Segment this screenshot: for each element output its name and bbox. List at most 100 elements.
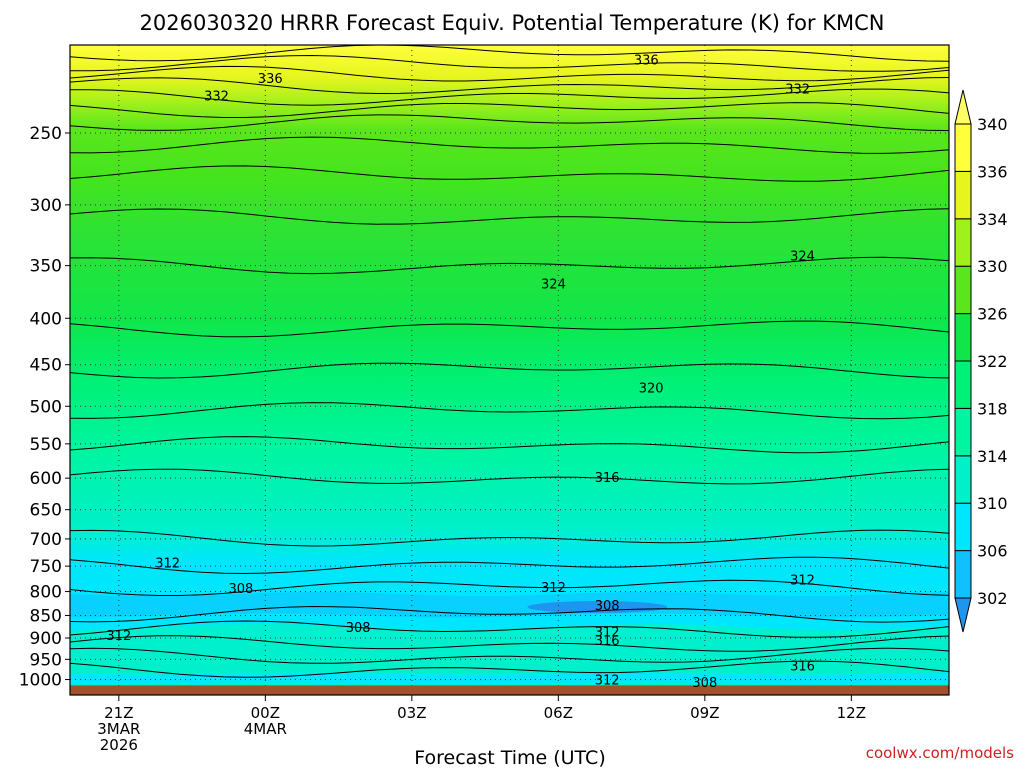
contour-label-12: 308 <box>595 599 620 614</box>
band-306 <box>70 592 949 618</box>
colorbar-box-9 <box>954 170 972 220</box>
x-tick-label-12-0: 09Z <box>690 704 719 722</box>
ground-surface <box>70 685 949 695</box>
contour-line-15 <box>70 468 949 485</box>
contour-line-3 <box>70 77 949 95</box>
colorbar-box-5 <box>954 360 972 409</box>
colorbar-label-334: 334 <box>977 210 1008 229</box>
contour-line-18 <box>70 579 949 596</box>
band-310-surface <box>70 672 949 685</box>
y-tick-label-300: 300 <box>30 196 62 216</box>
contour-label-17: 316 <box>790 660 815 675</box>
y-tick-label-650: 650 <box>30 501 62 521</box>
contour-line-0 <box>70 45 949 62</box>
contour-line-11 <box>70 320 949 338</box>
colorbar-label-306: 306 <box>977 542 1008 561</box>
contour-line-20 <box>70 620 949 638</box>
contour-label-11: 308 <box>229 582 254 597</box>
contour-label-16: 316 <box>595 634 620 649</box>
y-tick-label-600: 600 <box>30 469 62 489</box>
plot-frame <box>69 44 950 696</box>
y-tick-label-900: 900 <box>30 629 62 649</box>
x-tick-label-0-0: 21Z <box>104 704 133 722</box>
y-tick-label-450: 450 <box>30 356 62 376</box>
colorbar-box-10 <box>954 123 972 172</box>
colorbar-box-8 <box>954 218 972 267</box>
x-tick-label-6-0: 03Z <box>397 704 426 722</box>
contour-line-22 <box>70 647 949 664</box>
contour-label-3: 332 <box>785 83 810 98</box>
contour-label-8: 312 <box>155 556 180 571</box>
contour-lines <box>70 45 949 678</box>
y-tick-label-350: 350 <box>30 257 62 277</box>
colorbar-label-326: 326 <box>977 305 1008 324</box>
contour-label-1: 336 <box>634 53 659 68</box>
x-tick-label-9-0: 06Z <box>544 704 573 722</box>
colorbar-bottom-arrow <box>954 597 972 633</box>
contour-line-9 <box>70 208 949 225</box>
y-axis-ticks: 250 300 350 400 450 500 550 600 650 700 750 800 850 9… <box>19 124 70 691</box>
contour-line-21 <box>70 635 949 652</box>
contour-line-4 <box>70 88 949 106</box>
contour-line-17 <box>70 556 949 575</box>
chart-title: 2026030320 HRRR Forecast Equiv. Potentia… <box>140 11 885 35</box>
x-tick-label-3-1: 4MAR <box>244 720 287 738</box>
x-tick-label-15-0: 12Z <box>837 704 866 722</box>
contour-line-16 <box>70 529 949 547</box>
contour-label-13: 308 <box>346 621 371 636</box>
x-tick-label-3-0: 00Z <box>251 704 280 722</box>
colorbar: 302 306 310 314 318 322 326 330 334 336 340 <box>954 89 1008 633</box>
y-tick-label-950: 950 <box>30 650 62 670</box>
colorbar-label-322: 322 <box>977 352 1008 371</box>
colorbar-label-318: 318 <box>977 399 1008 418</box>
contour-label-7: 316 <box>595 471 620 486</box>
contour-label-10: 312 <box>790 574 815 589</box>
y-tick-label-500: 500 <box>30 397 62 417</box>
contour-label-15: 312 <box>595 626 620 641</box>
contour-line-13 <box>70 402 949 420</box>
contour-label-0: 336 <box>258 72 283 87</box>
contour-line-8 <box>70 165 949 182</box>
contour-line-1 <box>70 54 949 72</box>
contour-label-4: 324 <box>541 277 566 292</box>
contour-label-5: 324 <box>790 250 815 265</box>
contour-label-9: 312 <box>541 581 566 596</box>
y-tick-label-400: 400 <box>30 309 62 329</box>
colorbar-label-310: 310 <box>977 494 1008 513</box>
colorbar-label-336: 336 <box>977 162 1008 181</box>
colorbar-box-3 <box>954 455 972 504</box>
contour-line-23 <box>70 660 949 678</box>
colorbar-box-4 <box>954 407 972 457</box>
contour-line-5 <box>70 102 949 118</box>
colorbar-box-7 <box>954 265 972 315</box>
contour-line-10 <box>70 256 949 275</box>
contour-line-2 <box>70 65 949 82</box>
y-tick-label-850: 850 <box>30 606 62 626</box>
colorbar-box-2 <box>954 502 972 552</box>
contour-label-18: 312 <box>595 674 620 689</box>
y-tick-label-700: 700 <box>30 530 62 550</box>
colorbar-label-340: 340 <box>977 115 1008 134</box>
colorbar-top-arrow <box>954 89 972 125</box>
contour-label-14: 312 <box>106 629 131 644</box>
colorbar-label-302: 302 <box>977 589 1008 608</box>
x-axis-label: Forecast Time (UTC) <box>414 747 605 768</box>
contour-label-2: 332 <box>204 90 229 105</box>
band-302 <box>527 601 668 614</box>
plot-area <box>70 45 949 695</box>
contour-label-19: 308 <box>692 676 717 691</box>
x-tick-label-0-1: 3MAR <box>97 720 140 738</box>
colorbar-box-6 <box>954 313 972 362</box>
y-tick-label-1000: 1000 <box>19 671 62 691</box>
contour-line-14 <box>70 436 949 454</box>
contour-line-7 <box>70 136 949 154</box>
colorbar-label-330: 330 <box>977 257 1008 276</box>
y-tick-label-750: 750 <box>30 557 62 577</box>
contour-line-19 <box>70 605 949 623</box>
credit-text: coolwx.com/models <box>866 744 1014 762</box>
contour-line-12 <box>70 362 949 379</box>
y-tick-label-550: 550 <box>30 435 62 455</box>
colorbar-label-314: 314 <box>977 447 1008 466</box>
colorbar-box-1 <box>954 550 972 599</box>
